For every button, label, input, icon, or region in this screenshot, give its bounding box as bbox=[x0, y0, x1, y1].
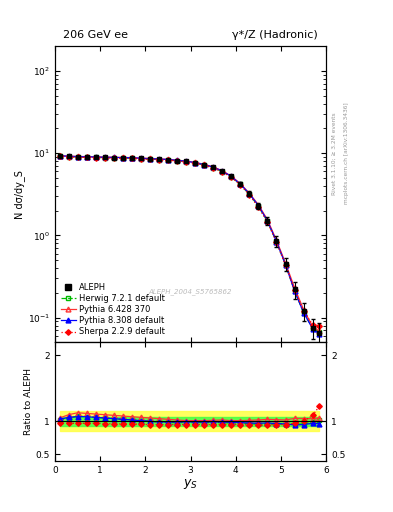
Text: ALEPH_2004_S5765862: ALEPH_2004_S5765862 bbox=[149, 289, 232, 295]
Y-axis label: N dσ/dy_S: N dσ/dy_S bbox=[14, 170, 25, 219]
Text: mcplots.cern.ch [arXiv:1306.3436]: mcplots.cern.ch [arXiv:1306.3436] bbox=[344, 103, 349, 204]
X-axis label: $y_S$: $y_S$ bbox=[183, 477, 198, 492]
Text: γ*/Z (Hadronic): γ*/Z (Hadronic) bbox=[232, 30, 318, 40]
Text: Rivet 3.1.10; ≥ 3.2M events: Rivet 3.1.10; ≥ 3.2M events bbox=[332, 112, 337, 195]
Legend: ALEPH, Herwig 7.2.1 default, Pythia 6.428 370, Pythia 8.308 default, Sherpa 2.2.: ALEPH, Herwig 7.2.1 default, Pythia 6.42… bbox=[59, 282, 167, 338]
Text: 206 GeV ee: 206 GeV ee bbox=[63, 30, 128, 40]
Y-axis label: Ratio to ALEPH: Ratio to ALEPH bbox=[24, 368, 33, 435]
